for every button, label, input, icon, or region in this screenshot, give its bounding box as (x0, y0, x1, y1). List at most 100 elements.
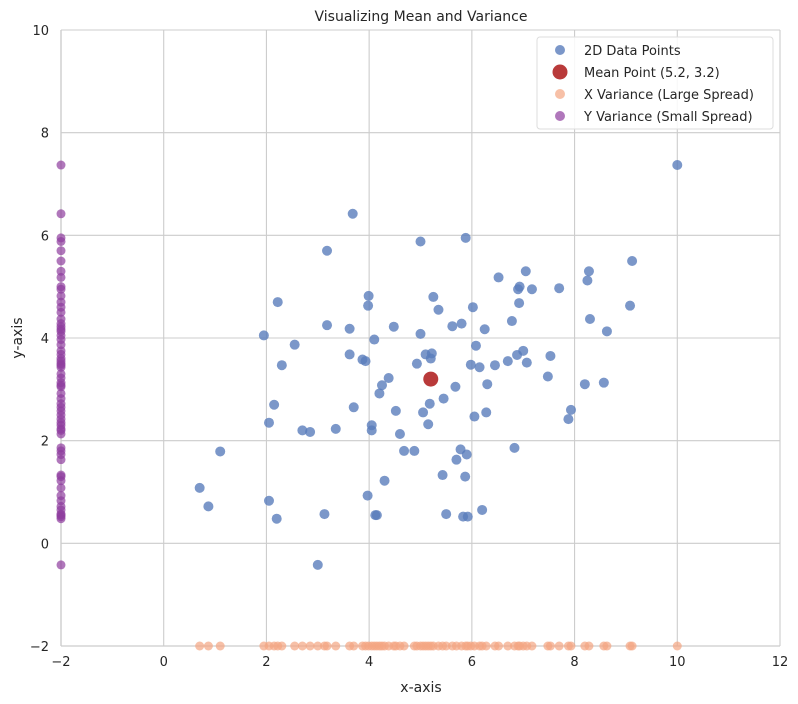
legend-label: Mean Point (5.2, 3.2) (584, 66, 720, 81)
data-point (514, 281, 525, 292)
data-point (428, 291, 439, 302)
y-axis-label: y-axis (10, 317, 26, 358)
data-point (461, 449, 472, 460)
y-tick-label: 8 (41, 127, 49, 142)
y-variance-point (56, 455, 66, 465)
data-point (360, 356, 371, 367)
x-variance-point (627, 641, 637, 651)
data-point (518, 345, 529, 356)
data-point (625, 300, 636, 311)
x-variance-point (566, 641, 576, 651)
mean-point (423, 371, 439, 387)
data-point (363, 300, 374, 311)
data-point (467, 302, 478, 313)
y-variance-point (56, 246, 66, 256)
data-point (441, 509, 452, 520)
data-point (426, 348, 437, 359)
data-point (470, 340, 481, 351)
data-point (383, 373, 394, 384)
x-tick-label: −2 (51, 655, 70, 670)
data-point (322, 245, 333, 256)
data-point (526, 284, 537, 295)
data-point (376, 380, 387, 391)
x-axis-label: x-axis (400, 680, 441, 696)
data-point (348, 402, 359, 413)
data-point (415, 328, 426, 339)
y-variance-point (56, 307, 66, 317)
data-point (215, 446, 226, 457)
x-variance-point (277, 641, 287, 651)
data-point (319, 509, 330, 520)
x-variance-point (313, 641, 323, 651)
data-point (489, 360, 500, 371)
series-data-point (194, 160, 683, 570)
x-variance-point (602, 641, 612, 651)
legend-marker (555, 45, 565, 55)
y-variance-point (56, 284, 66, 294)
y-tick-label: −2 (30, 640, 49, 655)
data-point (194, 482, 205, 493)
series-y-variance-point (56, 160, 66, 570)
data-point (297, 425, 308, 436)
x-variance-point (331, 641, 341, 651)
data-point (469, 411, 480, 422)
data-point (450, 381, 461, 392)
data-point (388, 321, 399, 332)
y-variance-point (56, 382, 66, 392)
x-variance-point (399, 641, 409, 651)
x-tick-label: 8 (570, 655, 578, 670)
data-point (289, 339, 300, 350)
x-tick-label: 4 (365, 655, 373, 670)
x-variance-point (441, 641, 451, 651)
grid (60, 29, 781, 647)
data-point (399, 445, 410, 456)
x-variance-point (290, 641, 300, 651)
data-point (598, 377, 609, 388)
data-point (509, 442, 520, 453)
data-point (203, 501, 214, 512)
x-tick-label: 12 (772, 655, 789, 670)
data-point (460, 471, 471, 482)
x-variance-point (297, 641, 307, 651)
legend-label: 2D Data Points (584, 44, 681, 59)
data-point (263, 417, 274, 428)
x-tick-label: 10 (669, 655, 686, 670)
series-mean-point (423, 371, 439, 387)
data-point (481, 407, 492, 418)
series-x-variance-point (195, 641, 682, 651)
data-point (502, 356, 513, 367)
data-point (451, 454, 462, 465)
legend-label: Y Variance (Small Spread) (583, 110, 753, 125)
data-point (460, 232, 471, 243)
data-point (424, 398, 435, 409)
data-point (438, 393, 449, 404)
x-variance-point (503, 641, 513, 651)
y-variance-point (56, 209, 66, 219)
data-point (437, 470, 448, 481)
data-point (363, 290, 374, 301)
data-point (474, 362, 485, 373)
data-point (369, 334, 380, 345)
data-point (312, 559, 323, 570)
data-point (409, 445, 420, 456)
legend-marker (555, 111, 565, 121)
data-point (423, 419, 434, 430)
x-variance-point (195, 641, 205, 651)
data-point (371, 510, 382, 521)
data-point (565, 404, 576, 415)
x-variance-point (672, 641, 682, 651)
data-point (506, 316, 517, 327)
data-point (514, 298, 525, 309)
legend-marker (555, 89, 565, 99)
y-variance-point (56, 266, 66, 276)
data-point (520, 266, 531, 277)
y-tick-label: 6 (41, 229, 49, 244)
data-layer (56, 160, 683, 651)
data-point (344, 323, 355, 334)
x-variance-point (349, 641, 359, 651)
data-point (258, 330, 269, 341)
data-point (542, 371, 553, 382)
x-variance-point (215, 641, 225, 651)
data-point (479, 324, 490, 335)
x-tick-label: 2 (262, 655, 270, 670)
